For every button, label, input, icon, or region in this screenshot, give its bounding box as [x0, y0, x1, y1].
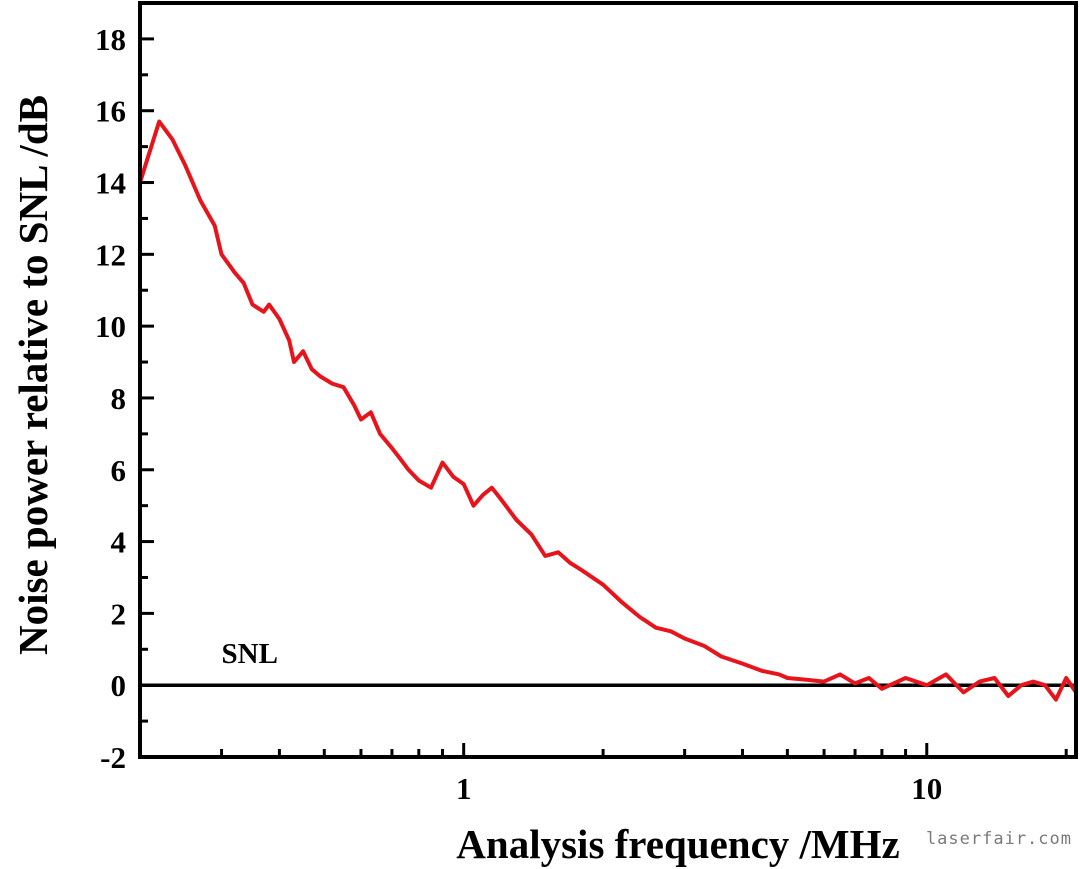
data-point — [331, 382, 334, 385]
data-point — [581, 569, 583, 572]
data-point — [530, 533, 533, 536]
y-tick-label: 4 — [111, 525, 127, 560]
data-point — [288, 339, 291, 342]
x-axis-title: Analysis frequency /MHz — [456, 821, 899, 867]
plot-frame — [138, 1, 1078, 759]
series-line — [138, 119, 1078, 702]
x-tick-label: 10 — [911, 771, 942, 806]
data-point — [452, 476, 455, 478]
data-point — [399, 458, 402, 460]
data-point — [778, 673, 780, 676]
data-point — [491, 486, 493, 489]
data-point — [655, 626, 657, 629]
data-point — [962, 691, 965, 694]
data-point — [741, 662, 744, 665]
data-point — [569, 562, 572, 564]
y-tick-label: 6 — [111, 453, 127, 488]
data-point — [823, 680, 825, 683]
y-tick-label: 14 — [95, 166, 126, 201]
data-point — [184, 163, 186, 166]
data-point — [515, 519, 518, 521]
data-point — [233, 271, 236, 274]
data-point — [1007, 695, 1010, 697]
data-point — [278, 318, 281, 320]
data-point — [499, 497, 502, 500]
data-point — [993, 677, 996, 679]
data-point — [199, 199, 202, 202]
data-point — [1032, 680, 1035, 683]
data-point — [602, 583, 604, 586]
y-tick-label: 0 — [111, 668, 127, 703]
data-point — [158, 120, 160, 123]
data-point — [926, 684, 928, 686]
y-tick-label: 8 — [111, 381, 127, 416]
x-axis-tick-labels: 1 10 — [456, 771, 942, 806]
data-point — [544, 555, 546, 557]
data-point — [293, 361, 295, 363]
data-point — [683, 637, 686, 640]
data-point — [839, 673, 841, 676]
data-point — [482, 494, 484, 496]
data-point — [1044, 684, 1046, 686]
data-point — [621, 601, 624, 604]
watermark: laserfair.com — [925, 829, 1072, 849]
data-point — [430, 486, 432, 489]
data-point — [472, 504, 475, 507]
data-point — [262, 311, 265, 313]
y-tick-label: 2 — [111, 596, 127, 631]
data-point — [407, 469, 410, 471]
data-point — [720, 655, 723, 658]
data-point — [213, 224, 216, 227]
data-point — [1020, 684, 1023, 686]
data-point — [805, 679, 808, 681]
x-tick-label: 1 — [456, 771, 472, 806]
data-point — [268, 303, 270, 306]
data-point — [319, 375, 322, 378]
data-point — [171, 138, 174, 141]
data-point — [760, 670, 763, 672]
y-tick-label: 10 — [95, 309, 126, 344]
y-tick-label: -2 — [100, 740, 126, 775]
y-tick-label: 16 — [95, 94, 126, 129]
data-point — [1055, 698, 1057, 701]
data-point — [670, 630, 672, 633]
data-point — [379, 433, 381, 435]
series-group — [138, 119, 1078, 702]
y-tick-label: 12 — [95, 237, 126, 272]
data-point — [881, 688, 883, 690]
data-point — [370, 411, 372, 414]
data-point — [251, 303, 254, 306]
data-point — [418, 479, 420, 482]
data-point — [302, 350, 304, 353]
data-point — [441, 461, 444, 464]
data-point — [220, 253, 223, 256]
data-point — [557, 551, 559, 554]
data-point — [786, 677, 789, 679]
data-point — [360, 418, 362, 421]
data-point — [462, 483, 465, 485]
data-point — [854, 682, 856, 685]
data-point — [1065, 677, 1067, 679]
data-point — [242, 282, 245, 284]
data-point — [945, 673, 947, 676]
data-point — [342, 386, 345, 389]
data-point — [978, 680, 981, 683]
data-point — [311, 368, 313, 371]
y-axis-tick-labels: -2 0 2 4 6 8 10 12 14 16 18 — [95, 22, 126, 775]
data-point — [868, 677, 870, 679]
data-point — [391, 447, 393, 450]
data-point — [639, 616, 641, 618]
data-point — [703, 644, 705, 647]
snl-label: SNL — [222, 638, 278, 670]
data-point — [904, 677, 907, 679]
y-tick-label: 18 — [95, 22, 126, 57]
x-axis-ticks — [220, 743, 1068, 757]
y-axis-title: Noise power relative to SNL /dB — [10, 95, 56, 655]
data-point — [353, 404, 355, 406]
